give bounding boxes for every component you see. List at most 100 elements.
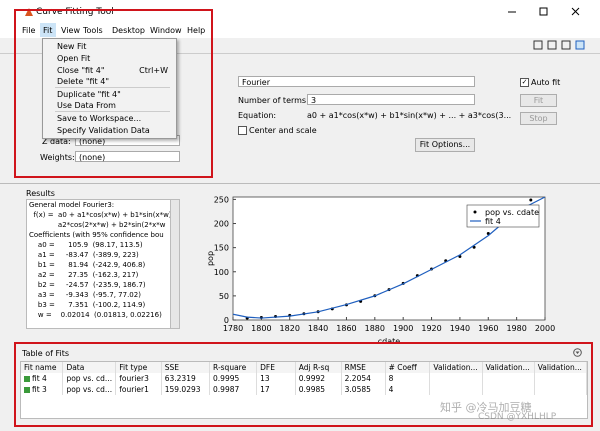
table-cell: fit 3 bbox=[21, 384, 64, 395]
table-cell bbox=[429, 384, 483, 395]
x-tick-label: 2000 bbox=[535, 324, 555, 333]
terms-dropdown[interactable]: 3 bbox=[307, 94, 475, 105]
y-tick-label: 0 bbox=[224, 316, 229, 325]
results-title: Results bbox=[26, 189, 55, 198]
column-header[interactable]: Fit type bbox=[115, 362, 162, 373]
legend-swatch bbox=[473, 210, 477, 214]
legend-box bbox=[466, 204, 540, 228]
data-point bbox=[529, 198, 533, 202]
column-header[interactable]: Validation... bbox=[482, 362, 535, 373]
fits-table: Fit name Data Fit type SSE R-square DFE Adj R-… bbox=[21, 362, 587, 395]
app-icon bbox=[25, 8, 33, 16]
menu-entry[interactable]: Open Fit bbox=[57, 54, 91, 63]
menu-item[interactable]: View bbox=[61, 26, 80, 35]
window-title: Curve Fitting Tool bbox=[36, 7, 114, 17]
results-line: a3 = -9.343 (-95.7, 77.02) bbox=[29, 291, 141, 299]
x-tick-label: 1840 bbox=[308, 324, 328, 333]
results-line: a0 = 105.9 (98.17, 113.5) bbox=[29, 241, 143, 249]
menu-shortcut: Ctrl+W bbox=[139, 66, 168, 75]
menu-item[interactable]: Help bbox=[187, 26, 206, 35]
menu-entry[interactable]: Duplicate "fit 4" bbox=[57, 90, 121, 99]
column-header[interactable]: RMSE bbox=[341, 362, 386, 373]
table-cell bbox=[482, 384, 535, 395]
model-dropdown[interactable]: Fourier bbox=[238, 76, 475, 87]
column-header[interactable]: # Coeff bbox=[385, 362, 431, 373]
highlight-box bbox=[14, 9, 213, 178]
stop-button[interactable]: Stop bbox=[520, 112, 557, 125]
auto-fit-checkbox[interactable]: ✓ bbox=[520, 78, 529, 87]
column-header[interactable]: Validation... bbox=[534, 362, 587, 373]
scrollbar[interactable] bbox=[170, 199, 180, 329]
layout-toolbar[interactable] bbox=[530, 39, 590, 51]
y-tick-label: 100 bbox=[214, 268, 229, 277]
table-cell bbox=[429, 373, 483, 384]
table-row[interactable]: fit 4 pop vs. cd... fourier3 63.2319 0.9995 1… bbox=[21, 373, 587, 384]
panel-menu[interactable] bbox=[573, 348, 582, 357]
menu-item[interactable]: Desktop bbox=[112, 26, 145, 35]
table-row[interactable]: fit 3 pop vs. cd... fourier1 159.0293 0.9987… bbox=[21, 384, 587, 395]
column-header[interactable]: SSE bbox=[161, 362, 211, 373]
equation-label: Equation: bbox=[238, 111, 277, 120]
menu-item[interactable]: File bbox=[22, 26, 36, 35]
table-cell: fourier3 bbox=[115, 373, 162, 384]
x-tick-label: 1780 bbox=[223, 324, 243, 333]
column-header[interactable]: R-square bbox=[209, 362, 258, 373]
x-tick-label: 1800 bbox=[251, 324, 271, 333]
table-cell: pop vs. cd... bbox=[62, 384, 117, 395]
table-cell: 13 bbox=[256, 373, 296, 384]
menu-entry[interactable]: Specify Validation Data bbox=[57, 126, 150, 135]
menu-item[interactable]: Fit bbox=[43, 26, 53, 35]
x-tick-label: 1820 bbox=[280, 324, 300, 333]
results-line: Coefficients (with 95% confidence bou bbox=[29, 231, 164, 239]
menu-bar bbox=[0, 22, 600, 38]
table-header: Fit name Data Fit type SSE R-square DFE Adj R-… bbox=[21, 362, 587, 373]
fit-icon bbox=[24, 387, 30, 393]
table-cell: fit 4 bbox=[21, 373, 64, 384]
menu-entry[interactable]: New Fit bbox=[57, 42, 87, 51]
table-cell: pop vs. cd... bbox=[62, 373, 117, 384]
column-header[interactable]: Validation... bbox=[429, 362, 483, 373]
column-header[interactable]: Adj R-sq bbox=[295, 362, 342, 373]
title-bar bbox=[0, 0, 600, 22]
window-buttons[interactable] bbox=[500, 6, 590, 18]
x-tick-label: 1920 bbox=[421, 324, 441, 333]
table-cell: 63.2319 bbox=[161, 373, 211, 384]
column-header[interactable]: Data bbox=[62, 362, 117, 373]
y-tick-label: 50 bbox=[219, 292, 229, 301]
x-tick-label: 1860 bbox=[336, 324, 356, 333]
results-line: b1 = 81.94 (-242.9, 406.8) bbox=[29, 261, 146, 269]
menu-entry[interactable]: Close "fit 4" bbox=[57, 66, 105, 75]
z-data-label: Z data: bbox=[42, 137, 71, 146]
plot: 0 50 100 150 200 250 1780 1800 1820 1840 1860 1880 1… bbox=[206, 195, 555, 346]
table-cell bbox=[482, 373, 535, 384]
legend-label: fit 4 bbox=[485, 217, 501, 226]
results-line: w = 0.02014 (0.01813, 0.02216) bbox=[29, 311, 162, 319]
separator bbox=[0, 183, 600, 184]
center-scale-label[interactable]: Center and scale bbox=[249, 126, 317, 135]
table-box: Fit name Data Fit type SSE R-square DFE Adj R-… bbox=[20, 361, 588, 419]
x-tick-label: 1980 bbox=[506, 324, 526, 333]
results-line: b3 = 7.351 (-100.2, 114.9) bbox=[29, 301, 146, 309]
weights-dropdown[interactable]: (none) bbox=[75, 151, 180, 162]
column-header[interactable]: DFE bbox=[256, 362, 296, 373]
column-header[interactable]: Fit name bbox=[21, 362, 64, 373]
menu-separator bbox=[55, 111, 170, 112]
highlight-box bbox=[14, 342, 593, 427]
menu-entry[interactable]: Delete "fit 4" bbox=[57, 77, 109, 86]
table-cell: 0.9992 bbox=[295, 373, 342, 384]
menu-entry[interactable]: Save to Workspace... bbox=[57, 114, 142, 123]
checkbox[interactable] bbox=[238, 126, 247, 135]
results-line: a2 = 27.35 (-162.3, 217) bbox=[29, 271, 139, 279]
table-cell: 3.0585 bbox=[341, 384, 386, 395]
menu-entry[interactable]: Use Data From bbox=[57, 101, 116, 110]
fit-options-button[interactable]: Fit Options... bbox=[415, 138, 475, 152]
fit-icon bbox=[24, 376, 30, 382]
fit-line bbox=[233, 197, 545, 319]
menu-item[interactable]: Window bbox=[150, 26, 182, 35]
fit-button[interactable]: Fit bbox=[520, 94, 557, 107]
menu-item[interactable]: Tools bbox=[83, 26, 103, 35]
auto-fit-label[interactable]: Auto fit bbox=[531, 78, 561, 87]
results-text: General model Fourier3: f(x) = a0 + a1*c… bbox=[26, 199, 174, 329]
weights-label: Weights: bbox=[40, 153, 75, 162]
